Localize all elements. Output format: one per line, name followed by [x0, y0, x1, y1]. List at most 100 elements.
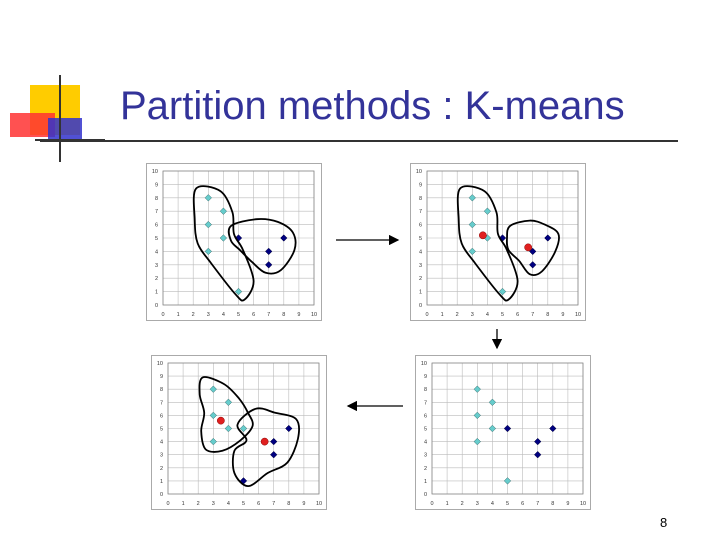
cluster-outline	[198, 376, 254, 453]
y-tick-label: 4	[419, 249, 422, 255]
x-tick-label: 2	[197, 501, 200, 507]
plot-area	[426, 170, 579, 306]
y-tick-label: 10	[157, 361, 163, 367]
y-tick-label: 0	[160, 492, 163, 498]
chart-frame	[410, 163, 586, 321]
x-tick-label: 6	[521, 501, 524, 507]
data-point-cluster-a	[224, 424, 233, 433]
y-tick-label: 9	[155, 182, 158, 188]
y-tick-label: 9	[419, 182, 422, 188]
y-tick-label: 2	[419, 276, 422, 282]
x-tick-label: 8	[551, 501, 554, 507]
data-point-cluster-b	[549, 424, 557, 433]
y-tick-label: 2	[424, 466, 427, 472]
y-tick-label: 4	[160, 440, 163, 446]
slide-title: Partition methods : K-means	[120, 84, 625, 128]
cluster-outline	[227, 218, 297, 275]
x-tick-label: 5	[501, 312, 504, 318]
data-point-cluster-a	[209, 411, 217, 420]
plot-area	[167, 362, 320, 495]
y-tick-label: 0	[419, 303, 422, 309]
y-tick-label: 7	[155, 209, 158, 215]
data-point-cluster-a	[468, 220, 476, 229]
y-tick-label: 7	[424, 400, 427, 406]
cluster-outline	[505, 219, 560, 277]
y-tick-label: 7	[419, 209, 422, 215]
x-tick-label: 0	[161, 312, 164, 318]
y-tick-label: 0	[424, 492, 427, 498]
data-point-cluster-b	[270, 451, 278, 459]
chart-frame	[415, 355, 591, 510]
data-point-cluster-a	[468, 194, 476, 202]
data-point-cluster-a	[488, 398, 497, 406]
y-tick-label: 8	[419, 196, 422, 202]
x-tick-label: 10	[580, 501, 586, 507]
cluster-outline	[456, 185, 519, 302]
x-tick-label: 1	[177, 312, 180, 318]
y-tick-label: 8	[424, 387, 427, 393]
logo-red-bar	[10, 113, 55, 137]
data-point-cluster-a	[498, 287, 507, 296]
centroid-point	[524, 243, 533, 252]
x-tick-label: 1	[182, 501, 185, 507]
data-point-cluster-a	[204, 194, 212, 202]
x-tick-label: 6	[516, 312, 519, 318]
x-tick-label: 9	[566, 501, 569, 507]
x-tick-label: 7	[536, 501, 539, 507]
centroid-point	[217, 416, 225, 425]
x-tick-label: 2	[461, 501, 464, 507]
centroid-point	[479, 231, 487, 240]
y-tick-label: 9	[160, 374, 163, 380]
logo-graphic	[10, 75, 105, 162]
data-point-cluster-a	[219, 207, 228, 215]
plot-area	[162, 170, 315, 306]
x-tick-label: 6	[252, 312, 255, 318]
x-tick-label: 10	[575, 312, 581, 318]
x-tick-label: 5	[242, 501, 245, 507]
y-tick-label: 4	[155, 249, 158, 255]
x-tick-label: 5	[506, 501, 509, 507]
x-tick-label: 5	[237, 312, 240, 318]
data-point-cluster-a	[234, 287, 243, 296]
data-point-cluster-b	[503, 424, 512, 433]
data-point-cluster-b	[544, 234, 552, 242]
scatter-chart-1: 0 1 2 3 4 5 6 7 8 9 10 0 1 2 3 4 5 6 7 8 9 10	[146, 163, 322, 321]
x-tick-label: 7	[531, 312, 534, 318]
y-tick-label: 6	[419, 223, 422, 229]
y-tick-label: 1	[160, 479, 163, 485]
x-tick-label: 2	[192, 312, 195, 318]
data-point-cluster-b	[529, 261, 537, 269]
y-tick-label: 5	[160, 427, 163, 433]
x-tick-label: 0	[430, 501, 433, 507]
data-point-cluster-b	[285, 424, 293, 433]
x-tick-label: 4	[227, 501, 230, 507]
centroid-point	[260, 437, 269, 446]
y-tick-label: 6	[155, 223, 158, 229]
x-tick-label: 7	[267, 312, 270, 318]
x-tick-label: 8	[287, 501, 290, 507]
x-tick-label: 7	[272, 501, 275, 507]
y-tick-label: 3	[160, 453, 163, 459]
x-tick-label: 4	[486, 312, 489, 318]
data-point-cluster-a	[503, 477, 512, 485]
scatter-panel-1: 0 1 2 3 4 5 6 7 8 9 10 0 1 2 3 4 5 6 7 8 9 10	[146, 163, 322, 321]
x-tick-label: 3	[212, 501, 215, 507]
scatter-chart-4: 0 1 2 3 4 5 6 7 8 9 10 0 1 2 3 4 5 6 7 8 9 10	[151, 355, 327, 510]
x-tick-label: 10	[316, 501, 322, 507]
scatter-chart-2: 0 1 2 3 4 5 6 7 8 9 10 0 1 2 3 4 5 6 7 8 9 10	[410, 163, 586, 321]
y-tick-label: 7	[160, 400, 163, 406]
x-tick-label: 1	[441, 312, 444, 318]
y-tick-label: 1	[424, 479, 427, 485]
y-tick-label: 3	[419, 263, 422, 269]
data-point-cluster-a	[239, 424, 248, 433]
chart-frame	[146, 163, 322, 321]
x-tick-label: 0	[425, 312, 428, 318]
data-point-cluster-b	[265, 247, 273, 256]
y-tick-label: 5	[155, 236, 158, 242]
y-tick-label: 1	[419, 290, 422, 296]
y-tick-label: 6	[160, 413, 163, 419]
x-tick-label: 9	[302, 501, 305, 507]
x-tick-label: 0	[166, 501, 169, 507]
scatter-chart-3: 0 1 2 3 4 5 6 7 8 9 10 0 1 2 3 4 5 6 7 8 9 10	[415, 355, 591, 510]
scatter-panel-2: 0 1 2 3 4 5 6 7 8 9 10 0 1 2 3 4 5 6 7 8 9 10	[410, 163, 586, 321]
